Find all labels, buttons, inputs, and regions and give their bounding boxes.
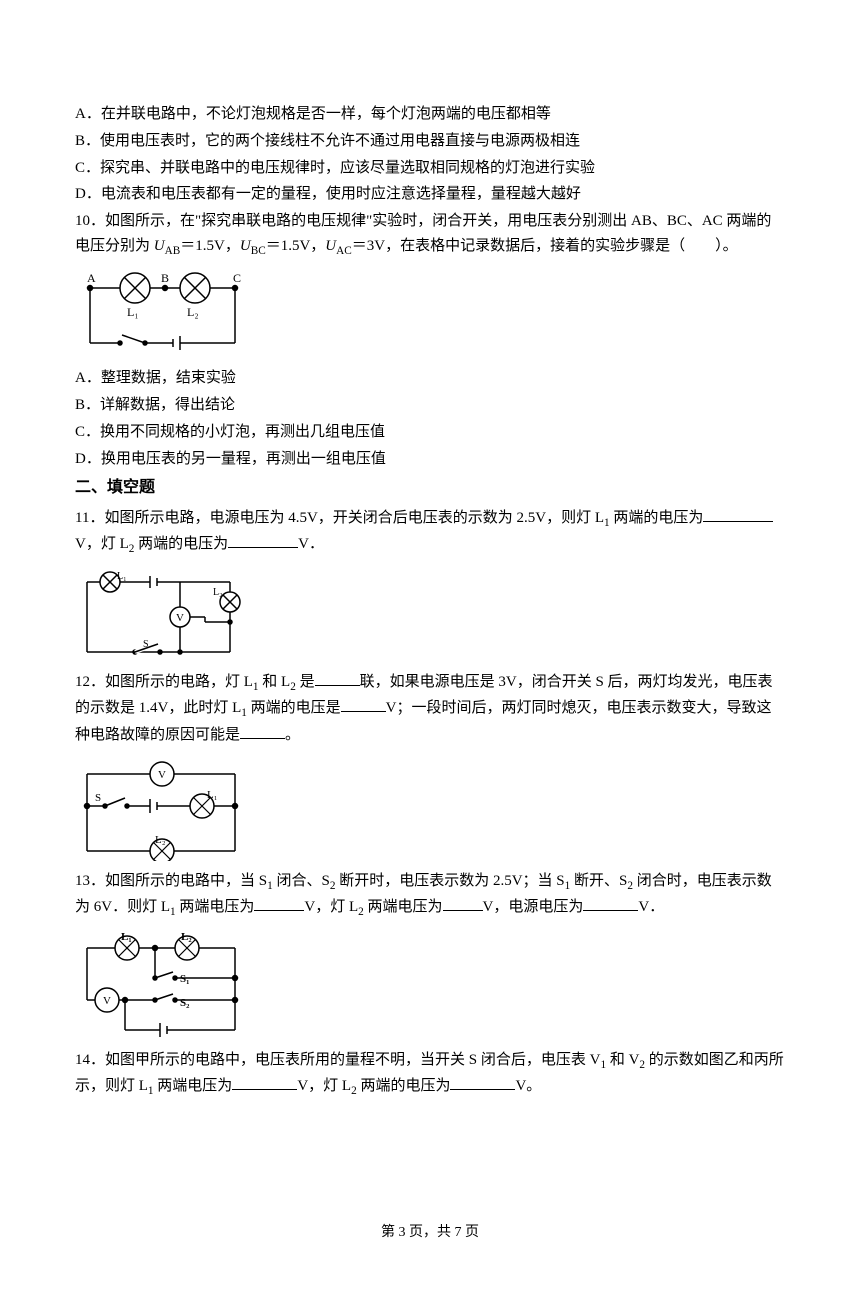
q13-text: 13．如图所示的电路中，当 S1 闭合、S2 断开时，电压表示数为 2.5V；当…	[75, 869, 785, 922]
section-2-header: 二、填空题	[75, 475, 785, 501]
q14-p2: 和 V	[606, 1052, 639, 1068]
q12-p7: 。	[285, 727, 300, 743]
q12-p3: 是	[296, 674, 315, 690]
q10-uac-sub: AC	[336, 245, 352, 257]
q13-circuit-diagram: L₁ L₂ S₁ S₂ V	[75, 930, 785, 1040]
q14-p6: 两端的电压为	[357, 1078, 451, 1094]
q10-option-d: D．换用电压表的另一量程，再测出一组电压值	[75, 447, 785, 472]
svg-text:S₂: S₂	[180, 997, 190, 1009]
q13-p9: V，电源电压为	[483, 899, 584, 915]
svg-text:L₂: L₂	[213, 587, 223, 598]
q13-p3: 断开时，电压表示数为 2.5V；当 S	[335, 873, 564, 889]
q10-ubc-u: U	[240, 238, 251, 254]
q10-option-c: C．换用不同规格的小灯泡，再测出几组电压值	[75, 420, 785, 445]
q10-ubc-sub: BC	[251, 245, 266, 257]
q12-blank3[interactable]	[240, 724, 285, 739]
q13-p1: 13．如图所示的电路中，当 S	[75, 873, 267, 889]
q12-text: 12．如图所示的电路，灯 L1 和 L2 是联，如果电源电压是 3V，闭合开关 …	[75, 670, 785, 748]
q14-blank1[interactable]	[232, 1075, 297, 1090]
q14-p4: 两端电压为	[154, 1078, 233, 1094]
q13-p2: 闭合、S	[273, 873, 330, 889]
q13-blank3[interactable]	[583, 896, 638, 911]
svg-text:L₁: L₁	[117, 571, 127, 582]
q13-p7: V，灯 L	[304, 899, 358, 915]
q12-blank1[interactable]	[315, 671, 360, 686]
q11-circuit-diagram: L₁ L₂ V S	[75, 567, 785, 662]
q11-blank2[interactable]	[228, 533, 298, 548]
q12-p5: 两端的电压是	[247, 700, 341, 716]
q10-ubc-val: ＝1.5V，	[266, 238, 326, 254]
q9-option-a: A．在并联电路中，不论灯泡规格是否一样，每个灯泡两端的电压都相等	[75, 102, 785, 127]
q11-p3: V，灯 L	[75, 536, 129, 552]
q12-p1: 12．如图所示的电路，灯 L	[75, 674, 253, 690]
q11-text: 11．如图所示电路，电源电压为 4.5V，开关闭合后电压表的示数为 2.5V，则…	[75, 506, 785, 559]
q9-option-d: D．电流表和电压表都有一定的量程，使用时应注意选择量程，量程越大越好	[75, 182, 785, 207]
q13-p4: 断开、S	[570, 873, 627, 889]
q10-option-b: B．详解数据，得出结论	[75, 393, 785, 418]
svg-text:L₁: L₁	[207, 789, 218, 801]
q11-blank1[interactable]	[703, 507, 773, 522]
svg-text:L₂: L₂	[187, 305, 199, 319]
svg-text:A: A	[87, 271, 96, 285]
q14-blank2[interactable]	[450, 1075, 515, 1090]
q13-blank1[interactable]	[254, 896, 304, 911]
svg-text:L₂: L₂	[181, 931, 192, 943]
q13-p10: V．	[638, 899, 664, 915]
q14-text: 14．如图甲所示的电路中，电压表所用的量程不明，当开关 S 闭合后，电压表 V1…	[75, 1048, 785, 1101]
q14-p5: V，灯 L	[297, 1078, 351, 1094]
q14-p1: 14．如图甲所示的电路中，电压表所用的量程不明，当开关 S 闭合后，电压表 V	[75, 1052, 600, 1068]
q14-p7: V。	[515, 1078, 541, 1094]
q13-blank2[interactable]	[443, 896, 483, 911]
q12-circuit-diagram: V S L₁ L₂	[75, 756, 785, 861]
q9-option-c: C．探究串、并联电路中的电压规律时，应该尽量选取相同规格的灯泡进行实验	[75, 156, 785, 181]
svg-text:L₁: L₁	[121, 931, 132, 943]
q10-uac-val: ＝3V，在表格中记录数据后，接着的实验步骤是（ ）。	[352, 238, 738, 254]
svg-text:S: S	[95, 792, 101, 804]
svg-text:V: V	[158, 769, 166, 781]
q10-uab-u: U	[154, 238, 165, 254]
q11-p2: 两端的电压为	[610, 510, 704, 526]
svg-text:S₁: S₁	[180, 973, 189, 985]
q10-uac-u: U	[325, 238, 336, 254]
svg-text:L₁: L₁	[127, 305, 139, 319]
q10-option-a: A．整理数据，结束实验	[75, 366, 785, 391]
svg-text:L₂: L₂	[155, 834, 166, 846]
q10-uab-val: ＝1.5V，	[180, 238, 240, 254]
svg-text:V: V	[103, 995, 111, 1007]
svg-text:S: S	[143, 639, 149, 650]
svg-text:C: C	[233, 271, 241, 285]
q11-p5: V．	[298, 536, 324, 552]
svg-text:B: B	[161, 271, 169, 285]
q12-p2: 和 L	[259, 674, 291, 690]
q10-uab-sub: AB	[165, 245, 181, 257]
q13-p6: 两端电压为	[176, 899, 255, 915]
page-footer: 第 3 页，共 7 页	[75, 1221, 785, 1244]
svg-text:V: V	[176, 612, 184, 624]
q13-p8: 两端电压为	[364, 899, 443, 915]
q9-option-b: B．使用电压表时，它的两个接线柱不允许不通过用电器直接与电源两极相连	[75, 129, 785, 154]
q11-p1: 11．如图所示电路，电源电压为 4.5V，开关闭合后电压表的示数为 2.5V，则…	[75, 510, 604, 526]
q10-text: 10．如图所示，在"探究串联电路的电压规律"实验时，闭合开关，用电压表分别测出 …	[75, 209, 785, 260]
q11-p4: 两端的电压为	[134, 536, 228, 552]
q12-blank2[interactable]	[341, 697, 386, 712]
q10-circuit-diagram: A B C L₁ L₂	[75, 268, 785, 358]
